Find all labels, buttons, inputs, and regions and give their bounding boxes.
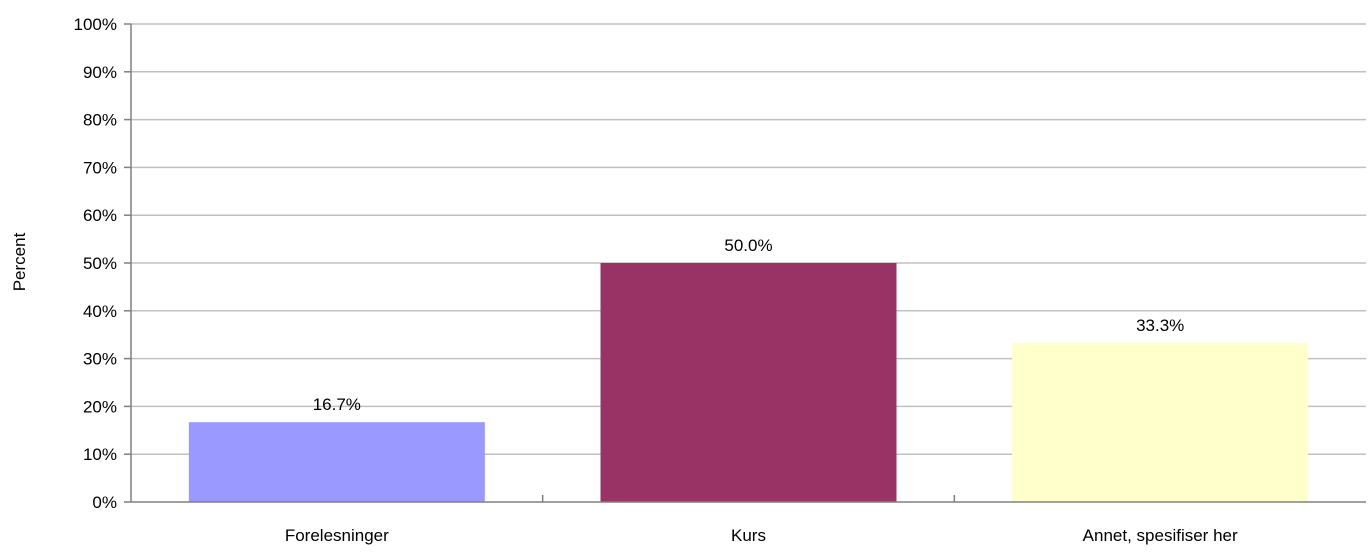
y-tick-label: 20% (83, 397, 117, 416)
x-category-label: Annet, spesifiser her (1083, 526, 1238, 545)
y-tick-label: 60% (83, 206, 117, 225)
y-tick-label: 90% (83, 63, 117, 82)
x-category-label: Forelesninger (285, 526, 389, 545)
y-tick-label: 10% (83, 445, 117, 464)
y-tick-label: 50% (83, 254, 117, 273)
labels: 0% 10% 20% 30% 40% 50% 60% 70% 80% 90% 100% 16.7% Fo… (74, 15, 1238, 545)
bar (188, 422, 485, 502)
y-tick-label: 70% (83, 158, 117, 177)
data-label: 16.7% (313, 395, 361, 414)
bar (1012, 342, 1309, 502)
y-tick-label: 80% (83, 111, 117, 130)
y-tick-label: 40% (83, 302, 117, 321)
axes (124, 23, 1366, 503)
y-tick-label: 100% (74, 15, 117, 34)
data-label: 33.3% (1136, 316, 1184, 335)
y-tick-label: 30% (83, 350, 117, 369)
data-label: 50.0% (724, 236, 772, 255)
bar (600, 263, 897, 502)
y-axis-title: Percent (10, 232, 29, 291)
x-category-label: Kurs (731, 526, 766, 545)
y-tick-label: 0% (92, 493, 117, 512)
bars (188, 263, 1309, 502)
